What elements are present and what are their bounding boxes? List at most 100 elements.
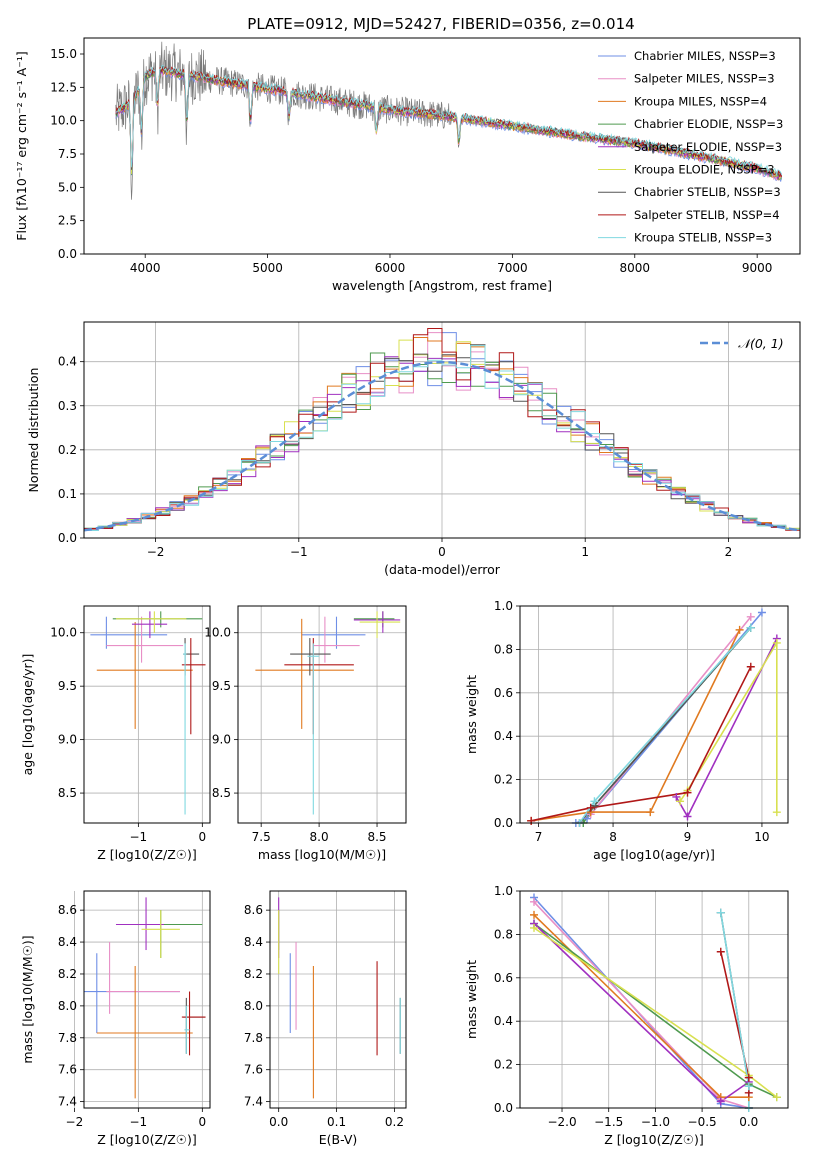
legend-label: Chabrier ELODIE, NSSP=3: [634, 117, 783, 131]
x-tick-label: 0.0: [269, 1115, 288, 1129]
panel-weight_vs_age: 7 8 9 10 0.0 0.2 0.4 0.6 0.8 1.0 age [log10(age/yr…: [464, 599, 789, 862]
x-tick-label: 7000: [497, 261, 528, 275]
panel-weight_vs_z: −2.0 −1.5 −1.0 −0.5 0.0 0.0 0.2 0.4 0.6 0.8 1.0 Z […: [464, 884, 789, 1147]
x-tick-label: 9: [684, 830, 692, 844]
x-tick-label: 0: [199, 1115, 207, 1129]
plus-marker: [683, 788, 692, 797]
y-tick-label: 8.0: [58, 999, 77, 1013]
axes-frame: [237, 605, 407, 824]
x-axis-label: Z [log10(Z/Z☉)]: [604, 1132, 704, 1147]
x-tick-label: −2.0: [547, 1115, 576, 1129]
y-tick-label: 0.8: [494, 927, 513, 941]
x-tick-label: 0: [199, 830, 207, 844]
x-axis-label: wavelength [Angstrom, rest frame]: [332, 278, 552, 293]
axes-frame: [269, 890, 407, 1109]
legend-label: Kroupa MILES, NSSP=4: [634, 94, 767, 108]
plus-marker: [583, 814, 591, 823]
x-tick-label: 10: [754, 830, 769, 844]
y-tick-label: 10.0: [50, 626, 77, 640]
y-tick-label: 9.5: [212, 679, 231, 693]
y-tick-label: 0.4: [494, 1014, 513, 1028]
plus-marker: [746, 612, 755, 621]
weight-line: [533, 896, 749, 1108]
y-tick-label: 8.5: [58, 786, 77, 800]
x-tick-label: 6000: [375, 261, 406, 275]
x-tick-label: −1: [290, 545, 308, 559]
y-tick-label: 8.6: [244, 903, 263, 917]
x-axis-label: Z [log10(Z/Z☉)]: [97, 847, 197, 862]
axes-frame: [83, 321, 801, 539]
y-tick-label: 1.0: [494, 599, 513, 613]
y-tick-label: 7.4: [244, 1095, 263, 1109]
legend-label: 𝒩(0, 1): [738, 336, 784, 351]
weight-line: [533, 914, 749, 1098]
plus-marker: [735, 625, 744, 634]
y-tick-label: 7.6: [58, 1063, 77, 1077]
legend-label: Salpeter STELIB, NSSP=4: [634, 208, 780, 222]
x-axis-label: E(B-V): [319, 1132, 358, 1147]
plot-area: [84, 328, 800, 538]
y-tick-label: 0.8: [494, 642, 513, 656]
x-tick-label: −2: [147, 545, 165, 559]
x-tick-label: −1: [130, 1115, 148, 1129]
x-tick-label: 8.0: [310, 830, 329, 844]
y-tick-label: 0.2: [494, 773, 513, 787]
y-tick-label: 7.8: [58, 1031, 77, 1045]
y-tick-label: 10.0: [50, 114, 77, 128]
panel-age_vs_mass: 7.5 8.0 8.5 8.5 9.0 9.5 10.0 mass [log10(M/M☉)]: [204, 605, 407, 862]
legend-label: Salpeter MILES, NSSP=3: [634, 72, 775, 86]
plot-area: [90, 611, 206, 815]
y-tick-label: 0.3: [58, 399, 77, 413]
plot-area: [531, 611, 778, 823]
plus-marker: [586, 803, 595, 812]
plus-marker: [716, 908, 725, 917]
y-axis-label: mass weight: [464, 675, 479, 754]
histogram-series: [84, 328, 800, 538]
legend-label: Chabrier STELIB, NSSP=3: [634, 185, 781, 199]
plus-marker: [772, 808, 781, 817]
x-axis-label: mass [log10(M/M☉)]: [258, 847, 386, 862]
weight-line: [531, 629, 741, 822]
y-tick-label: 0.0: [58, 247, 77, 261]
y-tick-label: 0.0: [494, 1101, 513, 1115]
x-tick-label: 0.1: [327, 1115, 346, 1129]
plus-marker: [716, 947, 725, 956]
y-tick-label: 8.5: [212, 786, 231, 800]
x-tick-label: 8: [609, 830, 617, 844]
x-tick-label: 8.5: [367, 830, 386, 844]
plus-marker: [757, 608, 766, 617]
plus-marker: [590, 797, 599, 806]
chart-panels: 4000 5000 6000 7000 8000 90000.02.55.07.510.0…: [14, 37, 801, 1147]
y-tick-label: 9.0: [58, 733, 77, 747]
y-tick-label: 7.4: [58, 1095, 77, 1109]
y-axis-label: mass [log10(M/M☉)]: [20, 935, 35, 1063]
plus-marker: [676, 797, 685, 806]
y-tick-label: 8.2: [244, 967, 263, 981]
x-tick-label: 0.0: [739, 1115, 758, 1129]
x-tick-label: −0.5: [688, 1115, 717, 1129]
x-tick-label: 9000: [742, 261, 773, 275]
plot-area: [115, 41, 782, 200]
x-tick-label: 2: [725, 545, 733, 559]
y-tick-label: 0.0: [58, 531, 77, 545]
y-tick-label: 9.0: [212, 733, 231, 747]
panel-mass_vs_ebv: 0.0 0.1 0.2 7.4 7.6 7.8 8.0 8.2 8.4 8.6 E(B-V): [244, 890, 407, 1147]
x-tick-label: 7.5: [252, 830, 271, 844]
plus-marker: [716, 1097, 725, 1106]
x-axis-label: (data-model)/error: [384, 562, 501, 577]
figure-title: PLATE=0912, MJD=52427, FIBERID=0356, z=0…: [247, 15, 634, 33]
y-tick-label: 0.1: [58, 487, 77, 501]
legend-label: Kroupa STELIB, NSSP=3: [634, 231, 772, 245]
y-tick-label: 0.2: [58, 443, 77, 457]
plus-marker: [772, 638, 781, 647]
y-tick-label: 8.0: [244, 999, 263, 1013]
x-tick-label: −1.5: [594, 1115, 623, 1129]
y-tick-label: 0.2: [494, 1058, 513, 1072]
plus-marker: [683, 812, 692, 821]
model-line: [115, 64, 782, 176]
y-axis-label: Normed distribution: [26, 368, 41, 493]
y-tick-label: 2.5: [58, 214, 77, 228]
weight-line: [531, 666, 752, 822]
x-tick-label: −2: [66, 1115, 84, 1129]
y-tick-label: 8.4: [244, 935, 263, 949]
